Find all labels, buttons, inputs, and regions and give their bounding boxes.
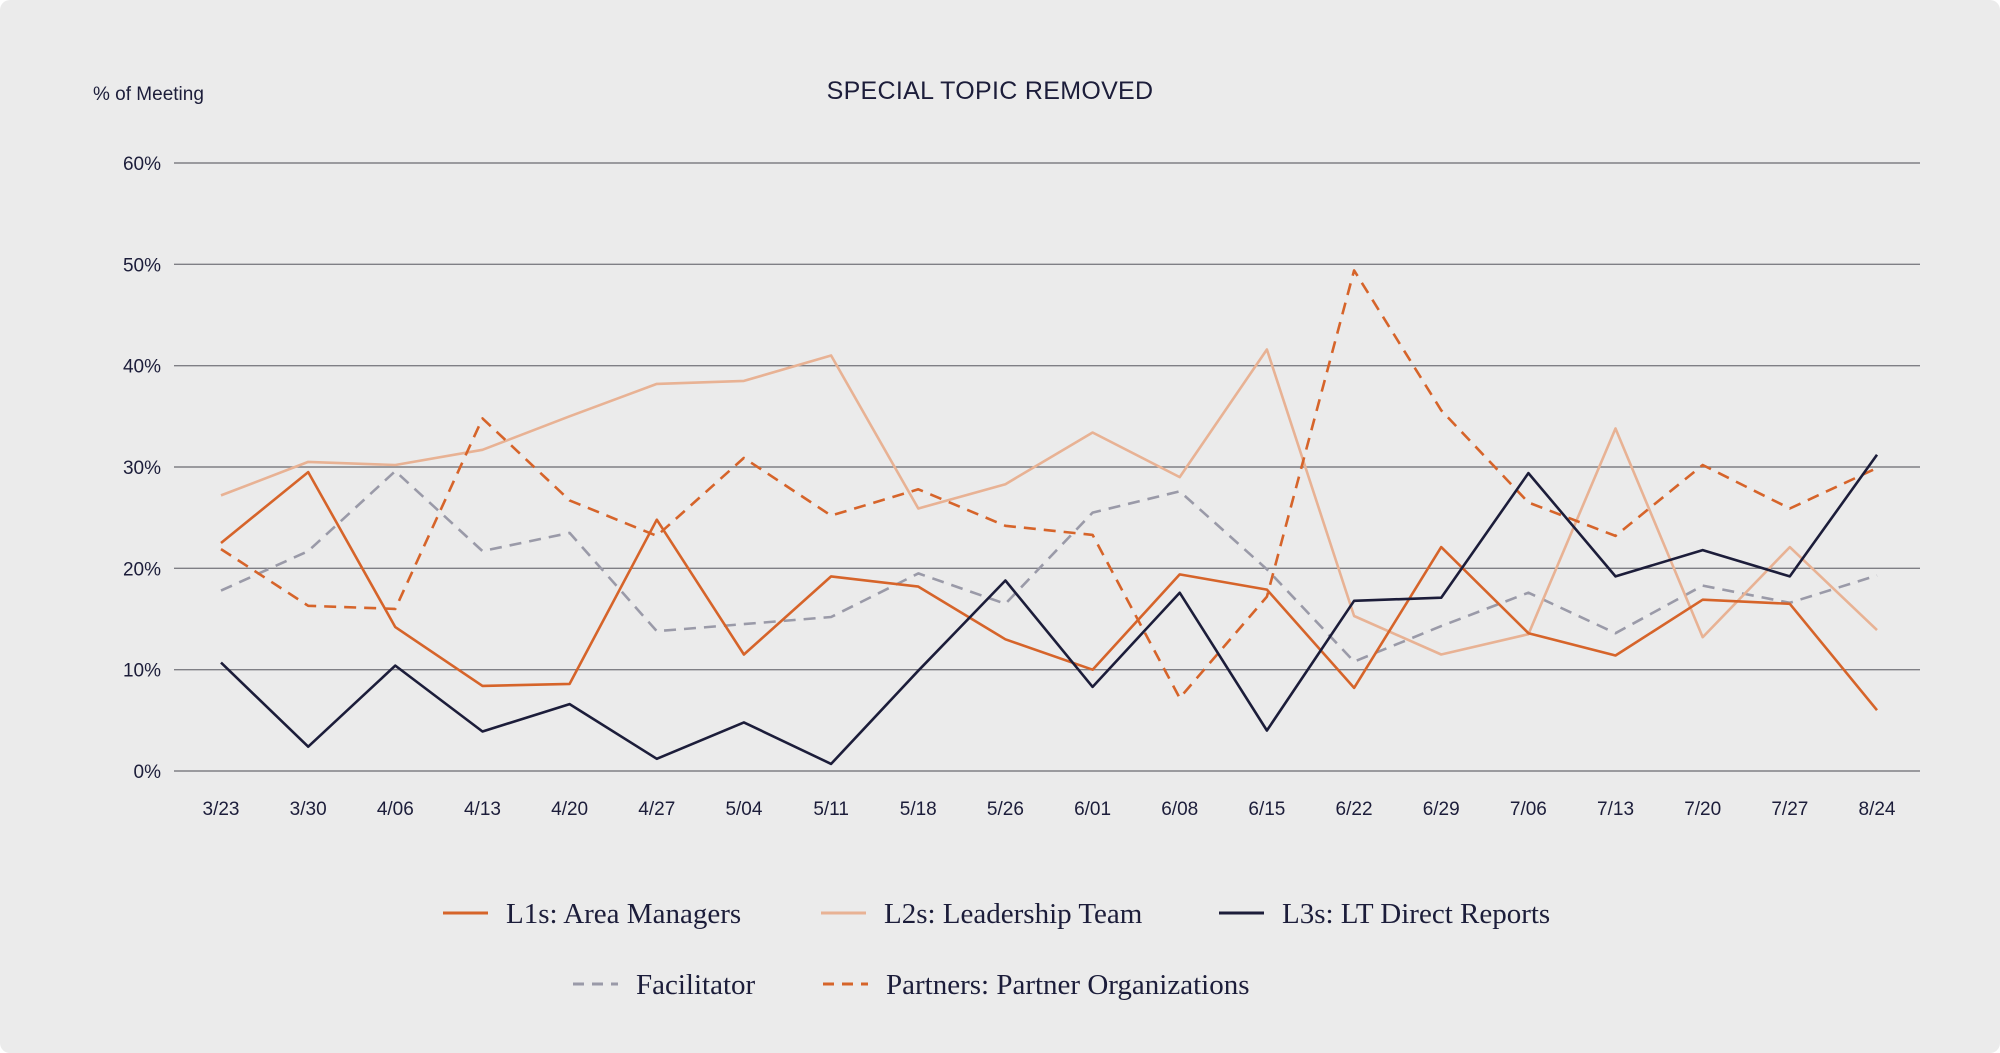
x-tick-label: 5/11 bbox=[813, 799, 849, 820]
x-tick-label: 5/26 bbox=[987, 799, 1024, 820]
series-line-1 bbox=[220, 348, 1878, 656]
x-tick-label: 6/08 bbox=[1161, 799, 1198, 820]
x-tick-label: 5/04 bbox=[725, 799, 762, 820]
y-tick-label: 60% bbox=[123, 154, 161, 175]
x-tick-label: 4/13 bbox=[464, 799, 501, 820]
y-tick-label: 50% bbox=[123, 255, 161, 276]
x-tick-label: 6/15 bbox=[1248, 799, 1285, 820]
x-tick-label: 6/22 bbox=[1336, 799, 1373, 820]
y-axis-ticks: 0% 10% 20% 30% 40% 50% 60% bbox=[123, 154, 161, 783]
x-tick-label: 7/20 bbox=[1684, 799, 1721, 820]
legend-item: L2s: Leadership Team bbox=[821, 898, 1143, 930]
series-line-0 bbox=[220, 470, 1879, 712]
legend-item: Facilitator bbox=[573, 969, 756, 1001]
legend-label: L2s: Leadership Team bbox=[884, 898, 1143, 930]
x-tick-label: 5/18 bbox=[900, 799, 937, 820]
legend-label: Facilitator bbox=[636, 969, 756, 1001]
x-tick-label: 6/01 bbox=[1074, 799, 1111, 820]
series-line-4 bbox=[220, 269, 1878, 700]
y-tick-label: 30% bbox=[123, 458, 161, 479]
legend-item: L3s: LT Direct Reports bbox=[1219, 898, 1550, 930]
x-tick-label: 7/27 bbox=[1771, 799, 1808, 820]
x-tick-label: 6/29 bbox=[1423, 799, 1460, 820]
x-tick-label: 4/06 bbox=[377, 799, 414, 820]
legend-item: Partners: Partner Organizations bbox=[823, 969, 1249, 1001]
legend-label: L1s: Area Managers bbox=[506, 898, 741, 930]
y-tick-label: 0% bbox=[134, 762, 162, 783]
x-tick-label: 3/23 bbox=[203, 799, 240, 820]
series-line-2 bbox=[220, 454, 1879, 766]
legend-label: Partners: Partner Organizations bbox=[886, 969, 1249, 1001]
x-tick-label: 4/20 bbox=[551, 799, 588, 820]
y-tick-label: 10% bbox=[123, 661, 161, 682]
x-axis-ticks: 3/23 3/30 4/06 4/13 4/20 4/27 5/04 5/11 5/18 5/26… bbox=[203, 799, 1896, 820]
y-axis-label: % of Meeting bbox=[93, 84, 204, 105]
legend: L1s: Area Managers L2s: Leadership Team L3… bbox=[443, 898, 1550, 1001]
gridlines bbox=[174, 162, 1920, 772]
x-tick-label: 4/27 bbox=[638, 799, 675, 820]
legend-label: L3s: LT Direct Reports bbox=[1282, 898, 1550, 930]
x-tick-label: 7/13 bbox=[1597, 799, 1634, 820]
x-tick-label: 8/24 bbox=[1859, 799, 1896, 820]
series-line-3 bbox=[220, 469, 1878, 663]
y-tick-label: 40% bbox=[123, 357, 161, 378]
x-tick-label: 7/06 bbox=[1510, 799, 1547, 820]
legend-item: L1s: Area Managers bbox=[443, 898, 741, 930]
chart-title: SPECIAL TOPIC REMOVED bbox=[827, 77, 1154, 105]
x-tick-label: 3/30 bbox=[290, 799, 327, 820]
y-tick-label: 20% bbox=[123, 559, 161, 580]
series-lines bbox=[220, 269, 1879, 766]
